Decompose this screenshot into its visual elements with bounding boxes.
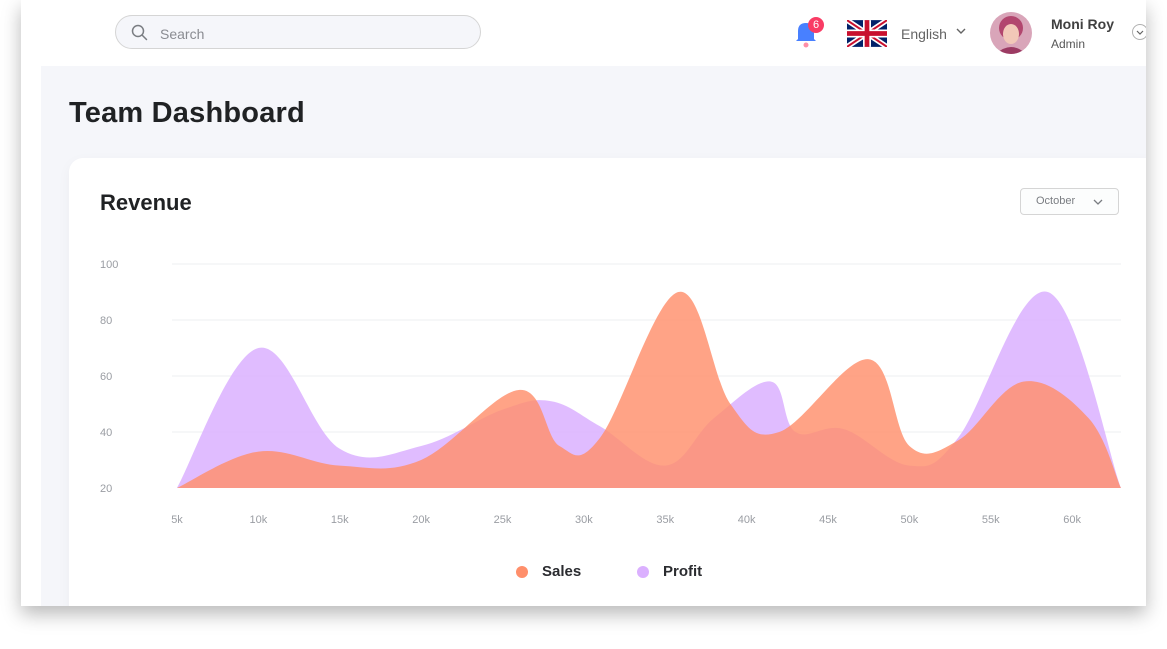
sidebar-edge xyxy=(21,66,41,606)
avatar[interactable] xyxy=(990,12,1032,54)
notification-badge: 6 xyxy=(808,17,824,33)
avatar-image xyxy=(990,12,1032,54)
page-title: Team Dashboard xyxy=(69,97,305,129)
search-box[interactable] xyxy=(115,15,481,49)
search-input[interactable] xyxy=(158,23,462,45)
app-window: 6 English Moni Roy Admin xyxy=(21,0,1146,606)
legend-swatch xyxy=(637,566,649,578)
user-name: Moni Roy xyxy=(1051,16,1114,32)
y-tick-label: 20 xyxy=(100,483,112,495)
x-tick-label: 50k xyxy=(901,514,919,526)
month-selected-value: October xyxy=(1036,195,1076,207)
user-role: Admin xyxy=(1051,37,1086,51)
y-tick-label: 80 xyxy=(100,315,112,327)
y-tick-label: 100 xyxy=(100,259,118,271)
x-tick-label: 25k xyxy=(494,514,512,526)
legend-swatch xyxy=(516,566,528,578)
x-tick-label: 35k xyxy=(656,514,674,526)
x-tick-label: 5k xyxy=(171,514,183,526)
search-icon xyxy=(131,24,148,41)
y-tick-label: 40 xyxy=(100,427,112,439)
chevron-down-icon xyxy=(1093,199,1103,205)
profile-menu-button[interactable] xyxy=(1132,24,1146,40)
x-tick-label: 30k xyxy=(575,514,593,526)
series-area-sales[interactable] xyxy=(177,291,1121,488)
month-dropdown[interactable]: October xyxy=(1020,188,1119,215)
legend-label: Sales xyxy=(542,563,582,580)
x-tick-label: 20k xyxy=(412,514,430,526)
x-tick-label: 10k xyxy=(250,514,268,526)
x-tick-label: 40k xyxy=(738,514,756,526)
x-tick-label: 55k xyxy=(982,514,1000,526)
revenue-chart: 100 80 60 40 20 5k 10k 15k 20k 25k 30k 35k 40k 45k 50k… xyxy=(100,259,1121,526)
x-tick-label: 15k xyxy=(331,514,349,526)
x-tick-label: 45k xyxy=(819,514,837,526)
top-bar: 6 English Moni Roy Admin xyxy=(21,0,1146,66)
card-title: Revenue xyxy=(100,190,192,215)
revenue-card: Revenue October 100 80 60 40 20 5k 10k 15k 20k 25… xyxy=(69,158,1146,606)
uk-flag-icon[interactable] xyxy=(847,20,887,47)
chevron-down-icon xyxy=(1136,30,1144,35)
language-selector[interactable]: English xyxy=(901,26,947,42)
chevron-down-icon[interactable] xyxy=(956,27,966,35)
x-tick-label: 60k xyxy=(1063,514,1081,526)
y-tick-label: 60 xyxy=(100,371,112,383)
legend-label: Profit xyxy=(663,563,703,580)
